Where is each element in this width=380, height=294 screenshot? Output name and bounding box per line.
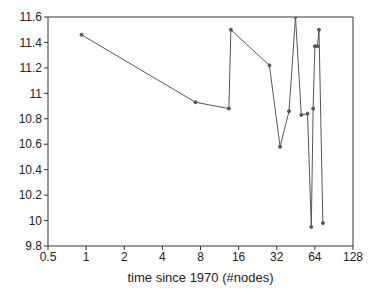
- svg-text:11.6: 11.6: [20, 10, 43, 24]
- svg-text:64: 64: [308, 250, 322, 264]
- svg-text:4: 4: [159, 250, 166, 264]
- svg-text:16: 16: [232, 250, 246, 264]
- svg-text:9.8: 9.8: [25, 239, 42, 253]
- svg-text:1: 1: [83, 250, 90, 264]
- svg-text:2: 2: [121, 250, 128, 264]
- svg-text:11: 11: [30, 87, 43, 101]
- svg-text:32: 32: [270, 250, 284, 264]
- svg-text:10: 10: [29, 214, 43, 228]
- svg-text:128: 128: [343, 250, 363, 264]
- svg-text:time since 1970 (#nodes): time since 1970 (#nodes): [128, 270, 274, 285]
- svg-text:11.2: 11.2: [20, 61, 43, 75]
- svg-text:10.2: 10.2: [19, 188, 43, 202]
- svg-text:10.8: 10.8: [19, 112, 43, 126]
- svg-text:8: 8: [197, 250, 204, 264]
- svg-text:11.4: 11.4: [20, 36, 43, 50]
- svg-text:10.6: 10.6: [19, 137, 43, 151]
- svg-text:10.4: 10.4: [19, 163, 43, 177]
- svg-text:0.5: 0.5: [40, 250, 57, 264]
